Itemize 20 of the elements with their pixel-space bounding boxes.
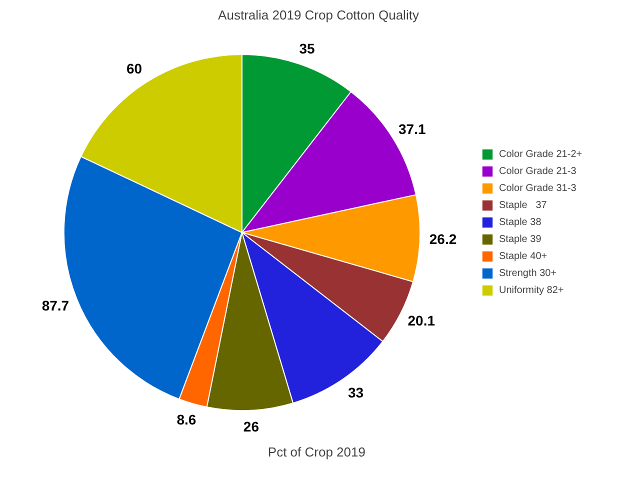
legend-label: Color Grade 31-3 [499, 182, 576, 194]
legend-label: Staple 37 [499, 200, 547, 210]
data-label: 33 [348, 384, 364, 401]
data-label: 20.1 [408, 312, 436, 328]
data-label: 60 [126, 60, 142, 76]
legend-label: Staple 39 [499, 234, 542, 244]
legend-label: Color Grade 21-3 [499, 166, 576, 176]
data-label: 8.6 [176, 411, 196, 428]
data-label: 35 [299, 40, 316, 57]
legend-label: Strength 30+ [499, 268, 557, 278]
legend-label: Uniformity 82+ [499, 284, 564, 296]
chart-title: Australia 2019 Crop Cotton Quality [218, 8, 420, 22]
legend-label: Color Grade 21-2+ [499, 148, 582, 160]
data-label: 26.2 [429, 230, 457, 247]
data-label: 37.1 [398, 120, 426, 137]
legend-label: Staple 38 [499, 216, 542, 228]
legend-label: Staple 40+ [499, 250, 548, 262]
data-label: 26 [243, 418, 260, 435]
text: Pct of Crop 2019 [268, 444, 366, 460]
data-label: 87.7 [42, 297, 70, 314]
